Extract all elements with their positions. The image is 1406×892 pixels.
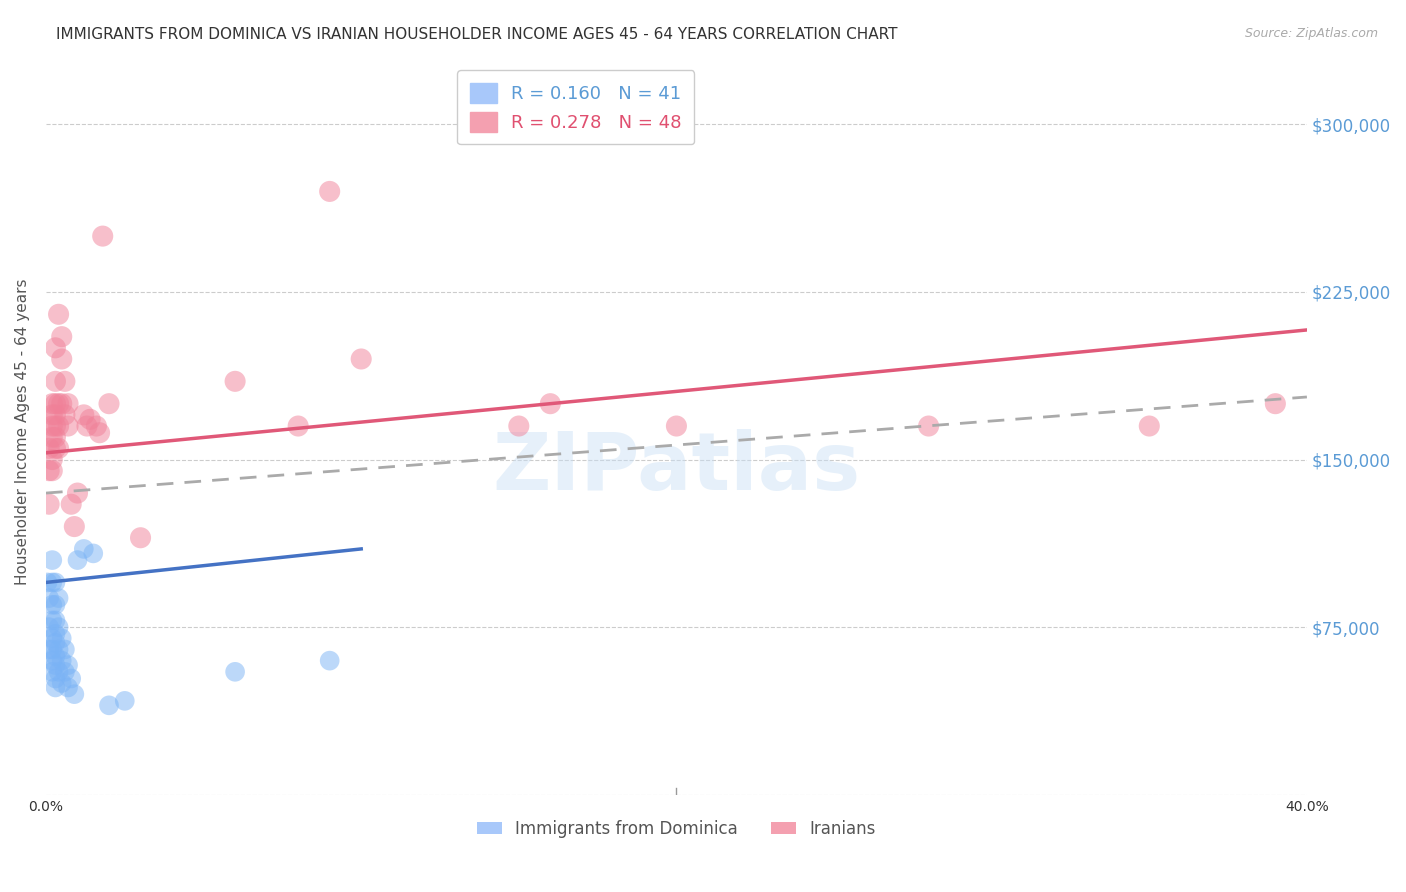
Point xyxy=(44,598,66,612)
Point xyxy=(48,620,70,634)
Point xyxy=(41,419,63,434)
Point xyxy=(56,681,79,695)
Point xyxy=(44,575,66,590)
Point xyxy=(41,614,63,628)
Point xyxy=(48,591,70,605)
Point xyxy=(41,598,63,612)
Point xyxy=(98,397,121,411)
Point xyxy=(48,419,70,434)
Point xyxy=(53,408,76,422)
Point xyxy=(41,553,63,567)
Point xyxy=(51,351,73,366)
Point xyxy=(66,486,89,500)
Point xyxy=(224,375,246,389)
Point xyxy=(44,341,66,355)
Point xyxy=(44,672,66,686)
Point xyxy=(98,698,121,713)
Text: Source: ZipAtlas.com: Source: ZipAtlas.com xyxy=(1244,27,1378,40)
Point xyxy=(63,687,86,701)
Point xyxy=(66,553,89,567)
Point xyxy=(44,649,66,664)
Point xyxy=(89,425,111,440)
Point xyxy=(48,442,70,456)
Point xyxy=(508,419,530,434)
Point xyxy=(41,430,63,444)
Point xyxy=(41,575,63,590)
Point xyxy=(76,419,98,434)
Point xyxy=(318,185,340,199)
Point xyxy=(41,632,63,646)
Legend: Immigrants from Dominica, Iranians: Immigrants from Dominica, Iranians xyxy=(470,814,883,845)
Point xyxy=(318,654,340,668)
Point xyxy=(350,351,373,366)
Point xyxy=(63,519,86,533)
Point xyxy=(38,497,60,511)
Point xyxy=(48,397,70,411)
Point xyxy=(41,397,63,411)
Point xyxy=(41,665,63,679)
Point xyxy=(41,654,63,668)
Point xyxy=(51,676,73,690)
Point xyxy=(60,672,83,686)
Point xyxy=(44,614,66,628)
Point xyxy=(224,665,246,679)
Text: ZIPatlas: ZIPatlas xyxy=(492,429,860,507)
Point xyxy=(73,541,96,556)
Point xyxy=(41,452,63,467)
Text: IMMIGRANTS FROM DOMINICA VS IRANIAN HOUSEHOLDER INCOME AGES 45 - 64 YEARS CORREL: IMMIGRANTS FROM DOMINICA VS IRANIAN HOUS… xyxy=(56,27,898,42)
Point xyxy=(91,229,114,244)
Point xyxy=(38,442,60,456)
Point xyxy=(86,419,108,434)
Y-axis label: Householder Income Ages 45 - 64 years: Householder Income Ages 45 - 64 years xyxy=(15,278,30,585)
Point xyxy=(44,681,66,695)
Point xyxy=(53,665,76,679)
Point xyxy=(44,375,66,389)
Point xyxy=(53,375,76,389)
Point xyxy=(1264,397,1286,411)
Point xyxy=(44,636,66,650)
Point xyxy=(41,464,63,478)
Point xyxy=(44,627,66,641)
Point xyxy=(53,642,76,657)
Point xyxy=(73,408,96,422)
Point xyxy=(82,546,104,560)
Point xyxy=(44,408,66,422)
Point xyxy=(41,408,63,422)
Point xyxy=(56,419,79,434)
Point xyxy=(44,419,66,434)
Point xyxy=(287,419,309,434)
Point xyxy=(665,419,688,434)
Point xyxy=(38,591,60,605)
Point xyxy=(917,419,939,434)
Point xyxy=(51,632,73,646)
Point xyxy=(48,665,70,679)
Point xyxy=(538,397,561,411)
Point xyxy=(114,694,136,708)
Point xyxy=(38,620,60,634)
Point xyxy=(51,329,73,343)
Point xyxy=(51,654,73,668)
Point xyxy=(48,642,70,657)
Point xyxy=(1137,419,1160,434)
Point xyxy=(44,430,66,444)
Point xyxy=(41,642,63,657)
Point xyxy=(44,397,66,411)
Point xyxy=(60,497,83,511)
Point xyxy=(56,658,79,673)
Point xyxy=(38,642,60,657)
Point xyxy=(129,531,152,545)
Point xyxy=(56,397,79,411)
Point xyxy=(38,464,60,478)
Point xyxy=(51,397,73,411)
Point xyxy=(37,575,59,590)
Point xyxy=(44,658,66,673)
Point xyxy=(48,307,70,321)
Point xyxy=(79,412,101,426)
Point xyxy=(44,442,66,456)
